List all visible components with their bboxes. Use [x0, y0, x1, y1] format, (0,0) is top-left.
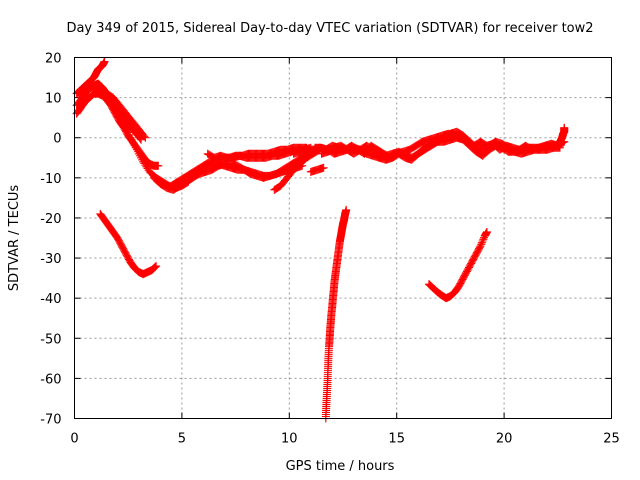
data-point [477, 240, 486, 249]
data-point [342, 205, 351, 214]
data-points [72, 57, 569, 423]
series-track-k [306, 163, 328, 176]
data-point [116, 111, 125, 120]
data-point [478, 237, 487, 246]
y-tick-label: -30 [40, 252, 61, 267]
data-point [117, 113, 126, 122]
data-point [132, 145, 141, 154]
data-point [100, 57, 109, 66]
data-point [130, 141, 139, 150]
data-point [477, 238, 486, 247]
y-tick-label: -60 [40, 372, 61, 387]
y-axis-title: SDTVAR / TECUs [7, 185, 22, 292]
data-point [152, 262, 161, 271]
chart-title: Day 349 of 2015, Sidereal Day-to-day VTE… [66, 21, 593, 36]
data-point [137, 153, 146, 162]
series-track-r [424, 227, 491, 303]
data-point [476, 242, 485, 251]
y-tick-label: -10 [40, 172, 61, 187]
series-track-p [96, 209, 161, 279]
x-tick-label: 10 [281, 432, 298, 447]
data-point [136, 151, 145, 160]
data-point [128, 137, 137, 146]
data-point [151, 262, 160, 271]
data-point [118, 115, 127, 124]
series-track-h [182, 159, 307, 182]
series-track-e [102, 89, 150, 142]
data-point [150, 263, 159, 272]
data-point [482, 227, 491, 236]
x-tick-label: 5 [178, 432, 186, 447]
data-point [154, 161, 163, 170]
data-point [126, 133, 135, 142]
data-point [141, 133, 150, 142]
grid-lines [74, 57, 612, 419]
y-tick-label: -40 [40, 292, 61, 307]
data-point [114, 107, 123, 116]
y-tick-label: 20 [45, 52, 62, 67]
data-point [127, 135, 136, 144]
x-tick-label: 0 [70, 432, 78, 447]
data-point [319, 163, 328, 172]
data-point [140, 132, 149, 141]
y-tick-label: -70 [40, 413, 61, 428]
y-tick-label: 0 [53, 132, 61, 147]
y-tick-label: -20 [40, 212, 61, 227]
data-point [131, 143, 140, 152]
y-tick-label: 10 [45, 92, 62, 107]
series-track-q [321, 205, 351, 423]
plot-frame [74, 57, 612, 419]
data-point [134, 149, 143, 158]
series-track-n [317, 133, 564, 164]
x-tick-label: 15 [388, 432, 405, 447]
data-point [479, 235, 488, 244]
x-axis-title: GPS time / hours [286, 459, 395, 474]
data-point [137, 135, 146, 144]
data-point [133, 147, 142, 156]
data-point [560, 123, 569, 132]
data-point [129, 139, 138, 148]
x-tick-label: 20 [496, 432, 513, 447]
y-tick-label: -50 [40, 332, 61, 347]
series-track-o [553, 123, 569, 150]
x-tick-label: 25 [603, 432, 620, 447]
